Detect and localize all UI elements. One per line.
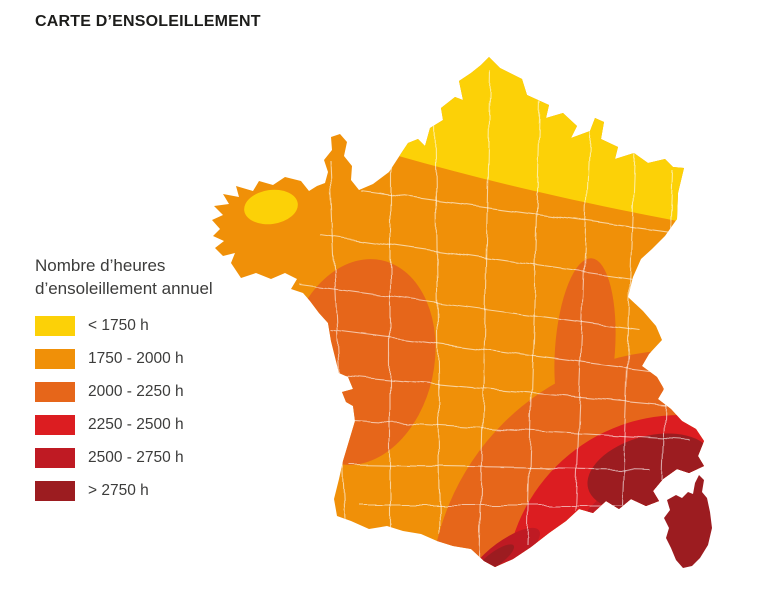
legend-swatch-2250-2500 — [35, 415, 75, 435]
corsica-island — [664, 475, 712, 568]
legend-label: 2000 - 2250 h — [88, 383, 184, 400]
legend-swatch-2000-2250 — [35, 382, 75, 402]
legend-label: 2250 - 2500 h — [88, 416, 184, 433]
page-title: CARTE D’ENSOLEILLEMENT — [35, 13, 261, 30]
legend-item: 2000 - 2250 h — [35, 382, 184, 402]
legend-swatch-lt1750 — [35, 316, 75, 336]
legend-label: < 1750 h — [88, 317, 149, 334]
legend-item: 2500 - 2750 h — [35, 448, 184, 468]
legend-heading-line1: Nombre d’heures — [35, 256, 166, 275]
legend-item: < 1750 h — [35, 316, 184, 336]
legend-item: 1750 - 2000 h — [35, 349, 184, 369]
legend-item: > 2750 h — [35, 481, 184, 501]
legend-swatch-1750-2000 — [35, 349, 75, 369]
legend-swatch-gt2750 — [35, 481, 75, 501]
zone-2250-2500-southeast — [505, 415, 704, 567]
legend-label: > 2750 h — [88, 482, 149, 499]
legend: < 1750 h 1750 - 2000 h 2000 - 2250 h 225… — [35, 316, 184, 514]
legend-item: 2250 - 2500 h — [35, 415, 184, 435]
legend-swatch-2500-2750 — [35, 448, 75, 468]
zone-lt1750-brittany-spot — [244, 189, 298, 225]
department-borders — [299, 69, 691, 561]
legend-heading: Nombre d’heures d’ensoleillement annuel — [35, 254, 213, 300]
legend-label: 1750 - 2000 h — [88, 350, 184, 367]
legend-label: 2500 - 2750 h — [88, 449, 184, 466]
legend-heading-line2: d’ensoleillement annuel — [35, 279, 213, 298]
